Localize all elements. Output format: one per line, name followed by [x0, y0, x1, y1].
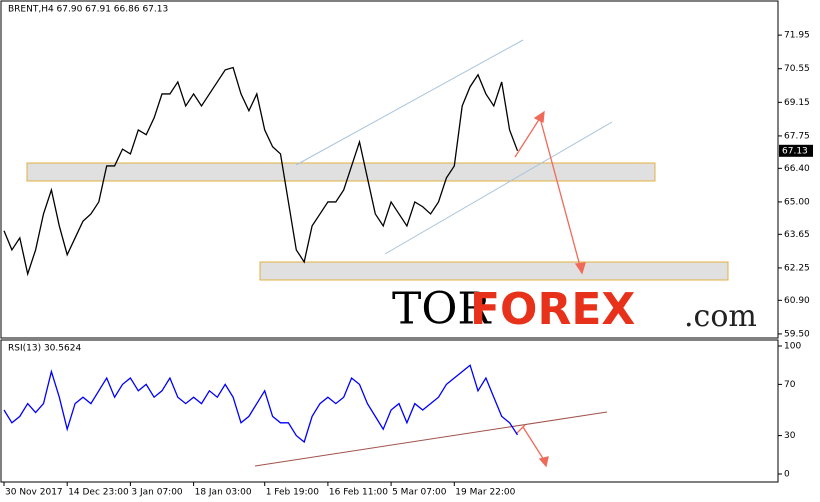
series-line: [3, 364, 519, 444]
arrow-head: [533, 110, 545, 124]
x-tick-label: 5 Mar 07:00: [392, 488, 447, 498]
arrow-up: [514, 117, 541, 158]
x-tick-label: 18 Jan 03:00: [195, 488, 252, 498]
y-tick-label: 71.95: [784, 31, 810, 41]
support-zone: [259, 261, 729, 281]
rsi-title: RSI(13) 30.5624: [8, 344, 81, 354]
x-tick-label: 14 Dec 23:00: [68, 488, 129, 498]
resistance-zone: [26, 162, 656, 182]
price-title: BRENT,H4 67.90 67.91 66.86 67.13: [8, 5, 168, 15]
rsi-trendline: [254, 411, 608, 467]
arrow-head: [538, 456, 549, 468]
forecast-arrows: [514, 110, 586, 468]
rsi-arrow-down: [522, 426, 545, 461]
y-tick-label: 69.15: [784, 98, 810, 108]
channel-upper: [295, 39, 524, 166]
arrow-head: [574, 262, 586, 275]
y-tick-label: 30: [784, 431, 796, 441]
last-price-label: 67.13: [782, 146, 808, 156]
last-price-box: [779, 144, 813, 157]
x-tick-label: 1 Feb 19:00: [266, 488, 320, 498]
y-tick-label: 59.50: [784, 329, 810, 339]
channel-lower: [384, 121, 613, 255]
y-tick-label: 65.00: [784, 197, 810, 207]
y-tick-label: 66.40: [784, 164, 810, 174]
y-tick-label: 70.55: [784, 64, 810, 74]
y-tick-label: 62.25: [784, 263, 810, 273]
price-panel: [0, 0, 779, 339]
rsi-panel: [0, 339, 779, 483]
y-tick-label: 0: [784, 469, 790, 479]
rsi-arrow-up: [515, 424, 526, 435]
watermark-forex: FOREX: [470, 284, 635, 335]
y-tick-label: 67.75: [784, 131, 810, 141]
arrow-down: [539, 117, 581, 267]
x-tick-label: 30 Nov 2017: [5, 488, 63, 498]
watermark-com: .com: [684, 299, 757, 334]
y-tick-label: 63.65: [784, 230, 810, 240]
y-tick-label: 60.90: [784, 296, 810, 306]
x-tick-label: 16 Feb 11:00: [329, 488, 388, 498]
x-tick-label: 19 Mar 22:00: [455, 488, 515, 498]
watermark: TOR FOREX .com: [392, 284, 757, 336]
y-tick-label: 70: [784, 380, 796, 390]
y-tick-label: 100: [784, 341, 801, 351]
watermark-tor: TOR: [392, 284, 492, 335]
series-line: [3, 66, 519, 277]
x-tick-label: 3 Jan 07:00: [131, 488, 183, 498]
